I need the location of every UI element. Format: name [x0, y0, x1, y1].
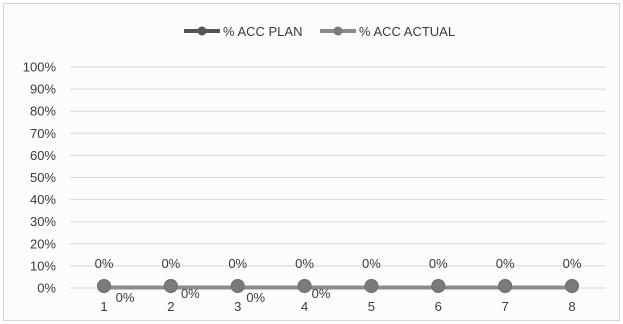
data-label-actual: 0% [295, 256, 314, 271]
data-label-actual: 0% [429, 256, 448, 271]
x-tick-label: 5 [368, 299, 375, 314]
data-point-actual [498, 279, 513, 293]
x-axis-ticks: 1 2 3 4 5 6 7 8 [100, 299, 575, 314]
data-label-actual: 0% [95, 256, 114, 271]
x-tick-label: 8 [568, 299, 575, 314]
x-tick-label: 6 [435, 299, 442, 314]
data-point-actual [230, 279, 245, 293]
data-label-plan: 0% [181, 286, 200, 301]
data-label-actual: 0% [161, 256, 180, 271]
data-point-actual [364, 279, 379, 293]
y-tick-label: 100% [23, 60, 57, 75]
y-tick-label: 20% [30, 236, 56, 251]
y-tick-label: 70% [30, 126, 56, 141]
data-point-actual [431, 279, 446, 293]
x-tick-label: 2 [167, 299, 174, 314]
legend-marker-actual [333, 26, 343, 36]
y-axis-ticks: 0% 10% 20% 30% 40% 50% 60% 70% 80% 90% 100% [23, 60, 57, 296]
x-tick-label: 1 [100, 299, 107, 314]
y-tick-label: 90% [30, 82, 56, 97]
data-point-actual [297, 279, 312, 293]
data-labels-layer: 0% 0% 0% 0%0% 0% 0% 0% 0% 0% 0% 0% [95, 256, 582, 305]
x-tick-label: 4 [301, 299, 308, 314]
y-tick-label: 10% [30, 258, 56, 273]
data-label-actual: 0% [496, 256, 515, 271]
legend-item-plan: % ACC PLAN [184, 24, 302, 39]
data-label-plan: 0% [312, 286, 331, 301]
x-tick-label: 7 [502, 299, 509, 314]
data-label-actual: 0% [228, 256, 247, 271]
data-label-plan: 0% [246, 290, 265, 305]
data-label-plan: 0% [116, 290, 135, 305]
chart-frame [3, 3, 620, 321]
data-point-actual [565, 279, 579, 293]
data-point-actual [97, 279, 111, 293]
legend-marker-plan [197, 26, 207, 36]
y-tick-label: 0% [37, 281, 56, 296]
y-tick-label: 80% [30, 104, 56, 119]
legend-item-actual: % ACC ACTUAL [320, 24, 455, 39]
y-tick-label: 50% [30, 170, 56, 185]
y-tick-label: 40% [30, 192, 56, 207]
y-tick-label: 60% [30, 148, 56, 163]
legend-label-actual: % ACC ACTUAL [359, 24, 455, 39]
legend: % ACC PLAN % ACC ACTUAL [184, 24, 455, 39]
data-point-actual [163, 279, 178, 293]
legend-label-plan: % ACC PLAN [223, 24, 302, 39]
series-layer [97, 279, 579, 293]
x-tick-label: 3 [234, 299, 241, 314]
y-tick-label: 30% [30, 214, 56, 229]
data-label-actual: 0% [563, 256, 582, 271]
gridlines [70, 66, 606, 289]
data-label-actual: 0% [362, 256, 381, 271]
